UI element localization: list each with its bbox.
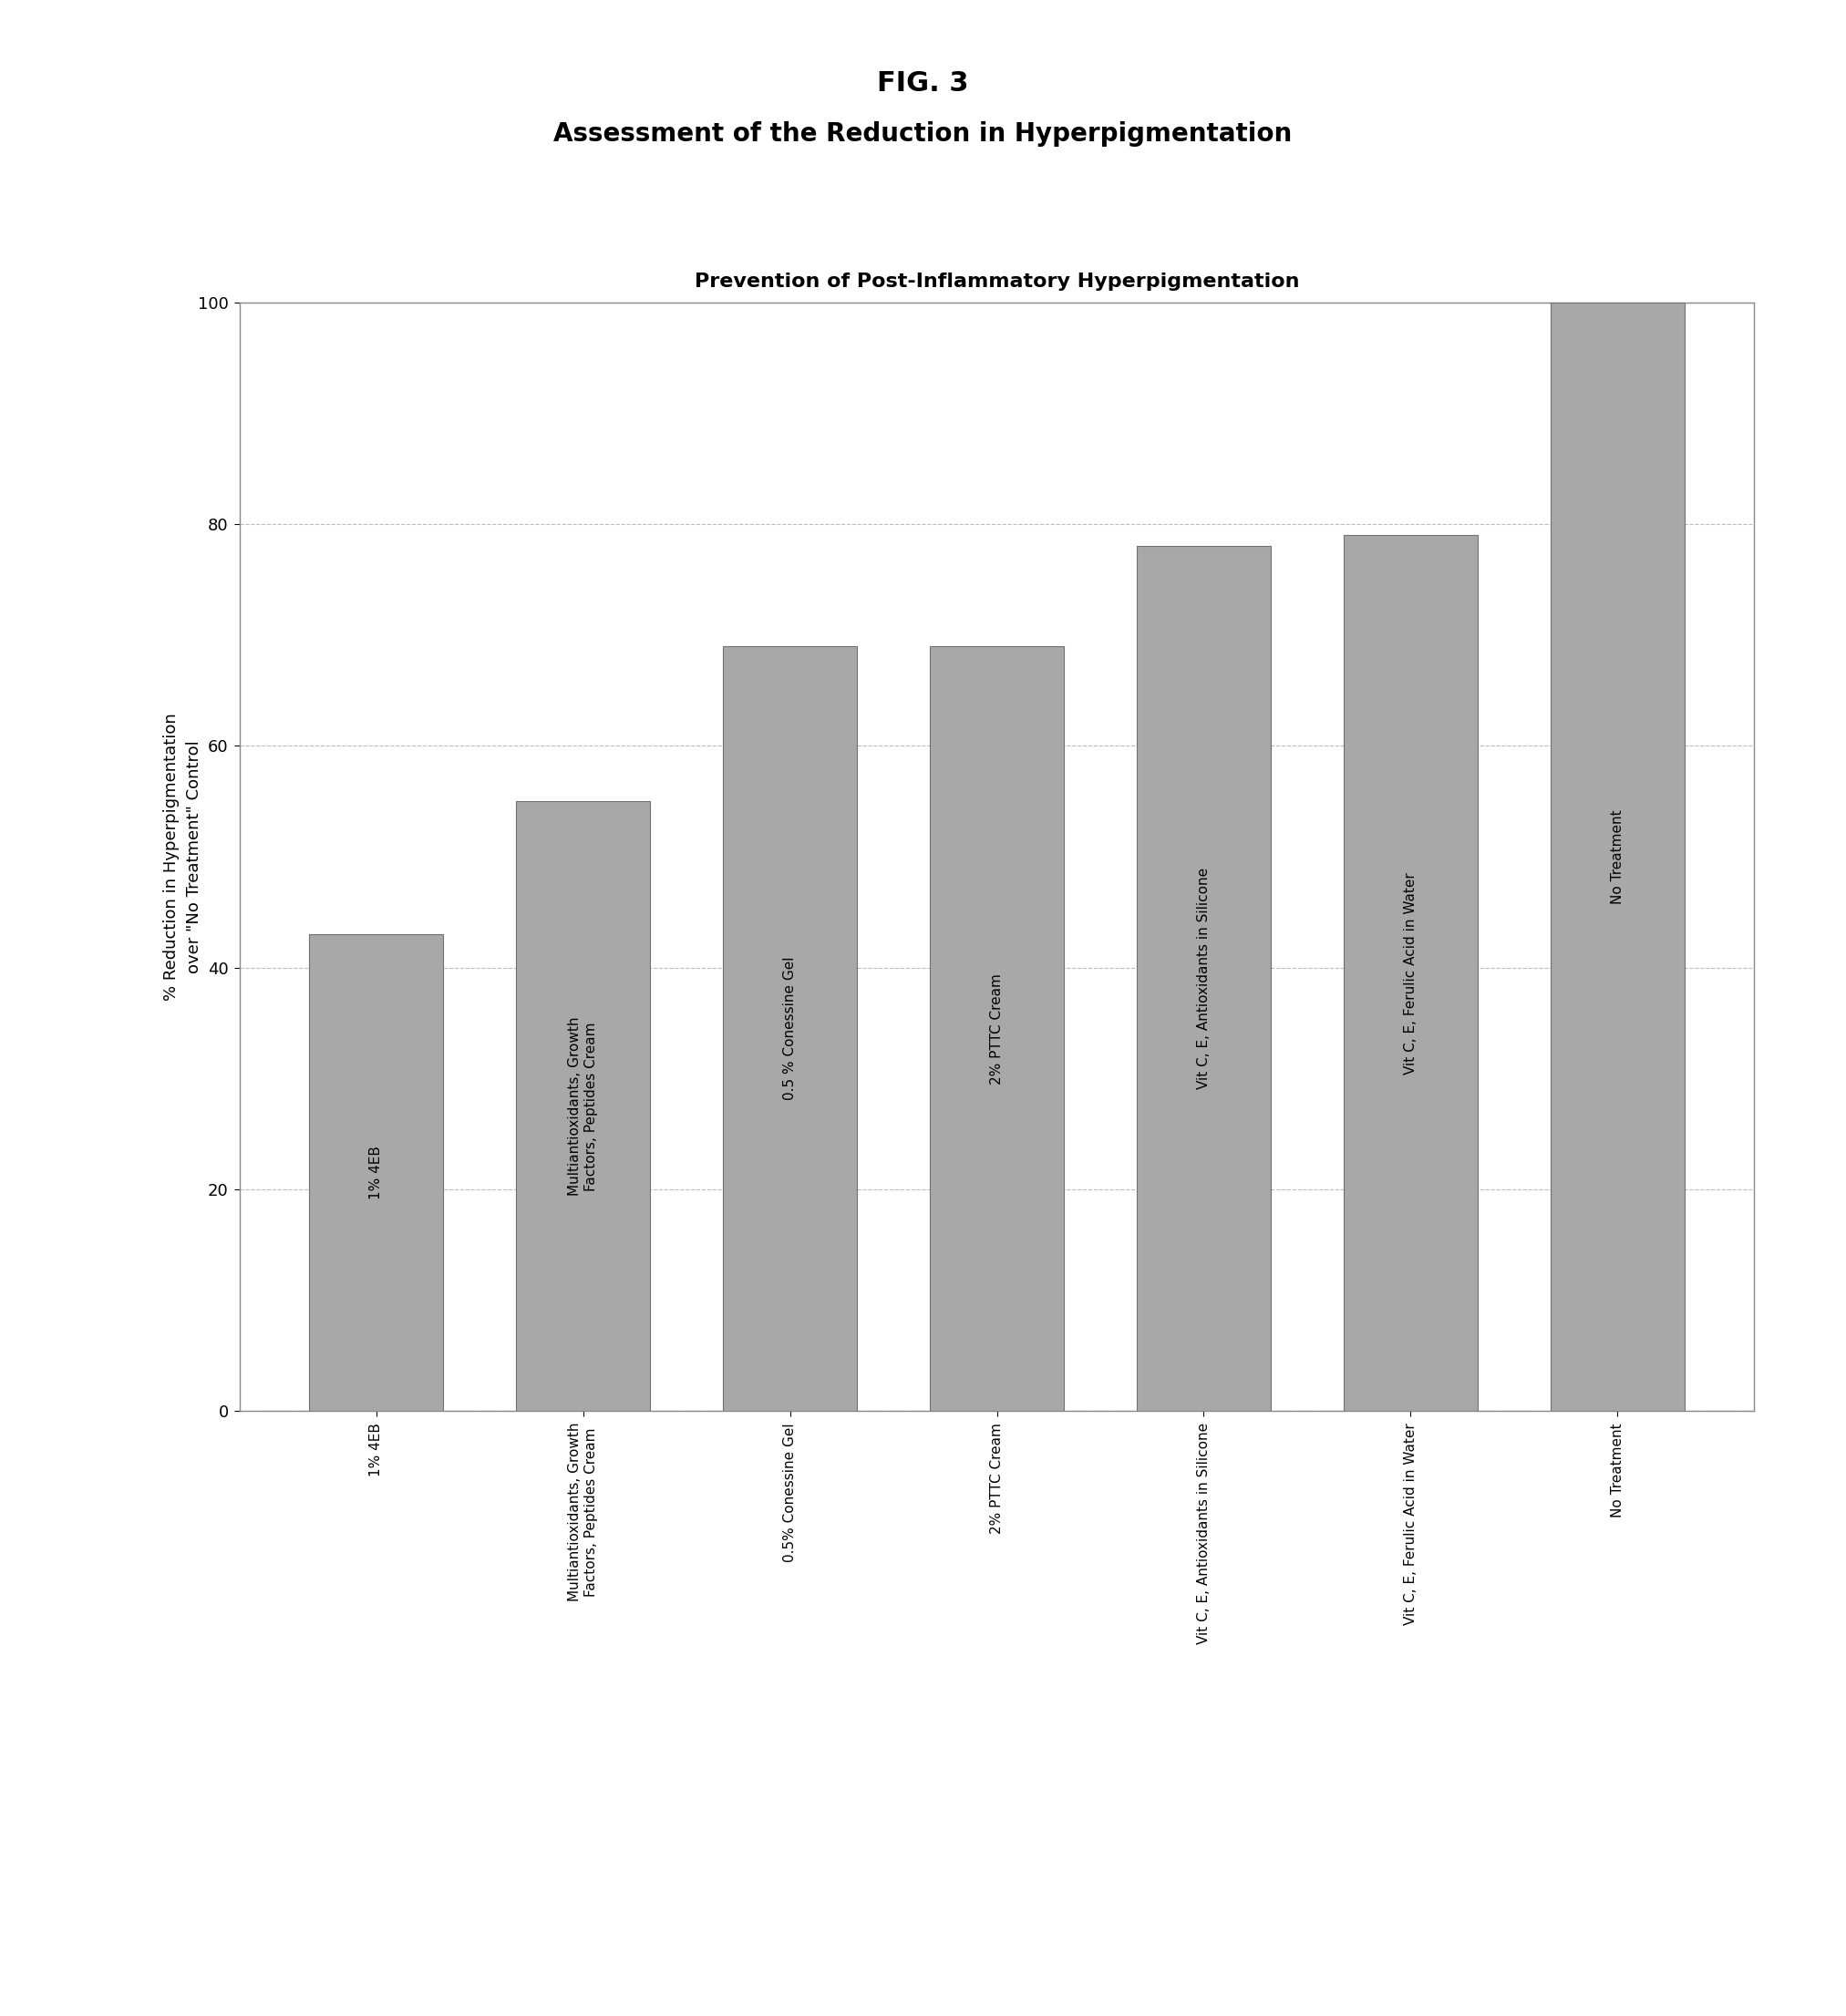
Text: 2% PTTC Cream: 2% PTTC Cream: [989, 974, 1004, 1085]
Bar: [1551, 302, 1685, 1411]
Bar: [308, 933, 443, 1411]
Text: Assessment of the Reduction in Hyperpigmentation: Assessment of the Reduction in Hyperpigm…: [554, 121, 1292, 147]
Bar: [1137, 546, 1272, 1411]
Y-axis label: % Reduction in Hyperpigmentation
over "No Treatment" Control: % Reduction in Hyperpigmentation over "N…: [162, 714, 201, 1000]
Text: FIG. 3: FIG. 3: [877, 71, 969, 97]
Bar: [930, 645, 1063, 1411]
Text: No Treatment: No Treatment: [1612, 810, 1624, 903]
Text: Vit C, E, Antioxidants in Silicone: Vit C, E, Antioxidants in Silicone: [1196, 869, 1211, 1089]
Bar: [515, 800, 650, 1411]
Text: 0.5 % Conessine Gel: 0.5 % Conessine Gel: [783, 958, 797, 1101]
Title: Prevention of Post-Inflammatory Hyperpigmentation: Prevention of Post-Inflammatory Hyperpig…: [694, 272, 1300, 290]
Bar: [722, 645, 857, 1411]
Text: Multiantioxidants, Growth
Factors, Peptides Cream: Multiantioxidants, Growth Factors, Pepti…: [569, 1016, 598, 1195]
Bar: [1344, 534, 1479, 1411]
Text: 1% 4EB: 1% 4EB: [369, 1145, 382, 1200]
Text: Vit C, E, Ferulic Acid in Water: Vit C, E, Ferulic Acid in Water: [1403, 873, 1418, 1075]
